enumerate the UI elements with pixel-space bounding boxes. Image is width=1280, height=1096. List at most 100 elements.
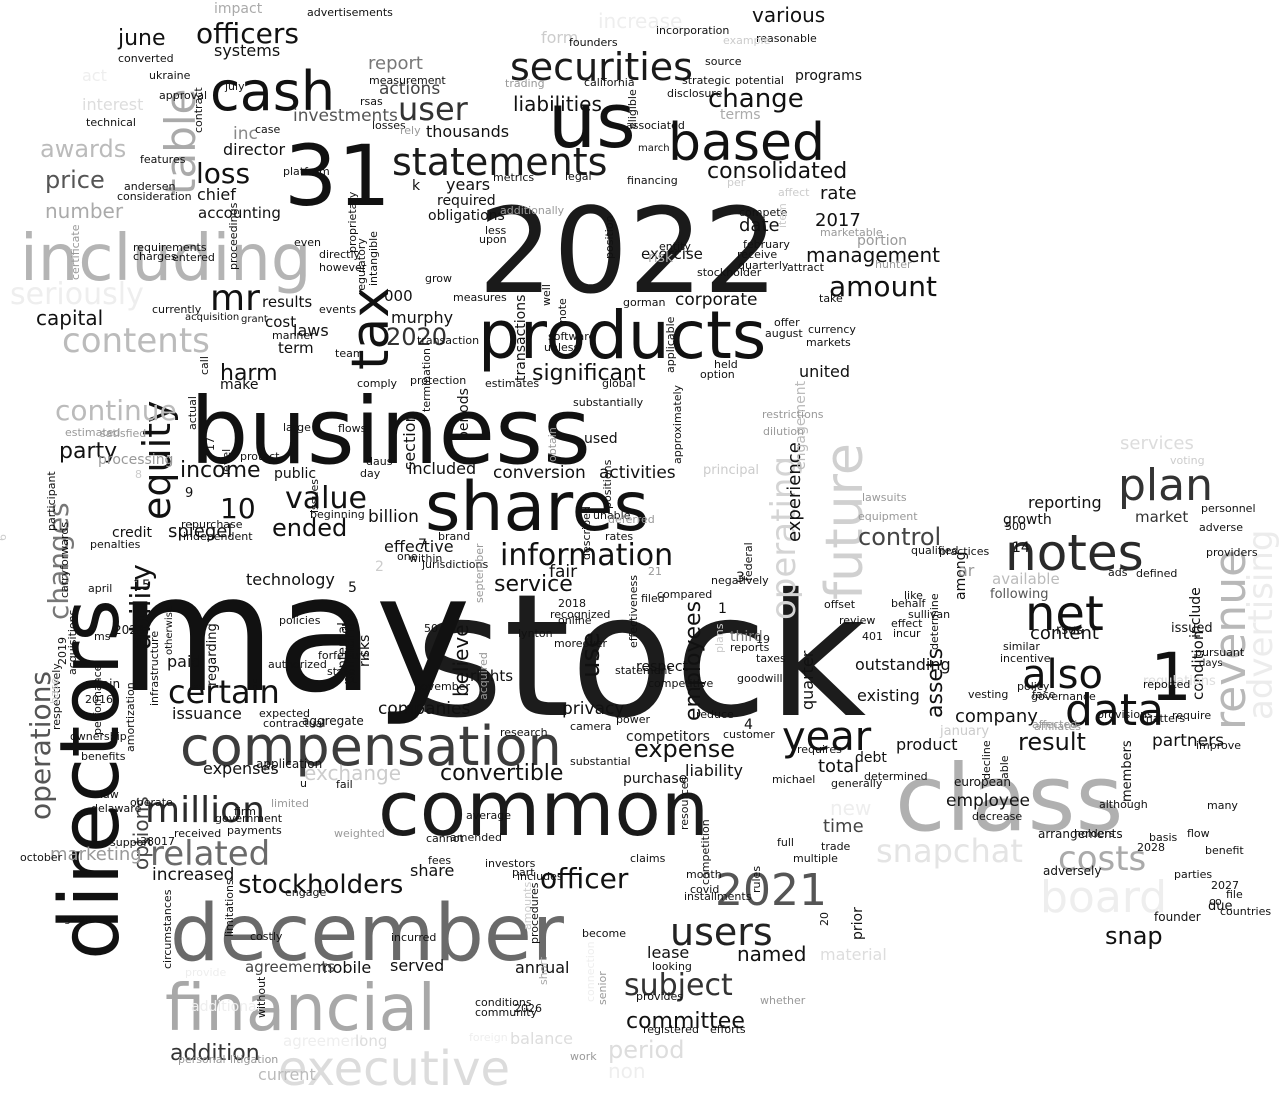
cloud-word: financing bbox=[627, 174, 678, 187]
cloud-word: application bbox=[256, 757, 322, 771]
cloud-word: advertisements bbox=[307, 6, 393, 19]
cloud-word: impact bbox=[214, 1, 263, 17]
cloud-word: regulations bbox=[1143, 674, 1216, 689]
cloud-word: officers bbox=[196, 17, 299, 50]
cloud-word: includes bbox=[517, 870, 563, 883]
cloud-word: registered bbox=[643, 1023, 699, 1036]
cloud-word: executive bbox=[278, 1041, 510, 1096]
cloud-word: charges bbox=[133, 250, 177, 263]
cloud-word: value bbox=[285, 481, 367, 516]
cloud-word: actions bbox=[379, 79, 440, 99]
cloud-word: continue bbox=[55, 394, 177, 427]
cloud-word: 2027 bbox=[1211, 879, 1239, 892]
cloud-word: procedures bbox=[528, 882, 541, 944]
cloud-word: acquisition bbox=[185, 312, 239, 323]
cloud-word: thousands bbox=[426, 122, 509, 141]
cloud-word: amended bbox=[450, 831, 502, 844]
cloud-word: significant bbox=[532, 361, 646, 386]
cloud-word: january bbox=[939, 724, 989, 739]
cloud-word: respectively bbox=[50, 663, 63, 730]
cloud-word: result bbox=[1018, 728, 1086, 756]
cloud-word: online bbox=[558, 614, 592, 627]
cloud-word: flow bbox=[1187, 827, 1210, 840]
cloud-word: dilution bbox=[763, 425, 804, 438]
cloud-word: day bbox=[360, 467, 381, 480]
cloud-word: statement bbox=[615, 664, 672, 677]
cloud-word: certain bbox=[168, 673, 280, 711]
cloud-word: gaap bbox=[64, 912, 91, 925]
cloud-word: metrics bbox=[493, 171, 534, 184]
cloud-word: senior bbox=[596, 971, 609, 1005]
cloud-word: even bbox=[294, 236, 321, 249]
cloud-word: costs bbox=[1058, 839, 1146, 879]
cloud-word: 9 bbox=[185, 486, 193, 501]
cloud-word: determine bbox=[928, 593, 941, 650]
cloud-word: losses bbox=[372, 119, 406, 132]
cloud-word: positions bbox=[601, 459, 614, 509]
cloud-word: less bbox=[485, 224, 507, 237]
cloud-word: available bbox=[992, 570, 1060, 588]
cloud-word: research bbox=[500, 726, 548, 739]
cloud-word: level bbox=[220, 449, 233, 475]
cloud-word: note bbox=[556, 298, 569, 323]
cloud-word: effective bbox=[384, 537, 454, 556]
cloud-word: purchase bbox=[623, 771, 687, 787]
cloud-word: assets bbox=[923, 648, 948, 718]
cloud-word: regarding bbox=[205, 623, 220, 686]
cloud-word: received bbox=[174, 827, 221, 840]
cloud-word: average bbox=[466, 809, 511, 822]
cloud-word: directly bbox=[319, 248, 361, 261]
cloud-word: california bbox=[584, 76, 635, 89]
cloud-word: decrease bbox=[972, 810, 1022, 823]
cloud-word: substantially bbox=[573, 396, 644, 409]
cloud-word: regulatory bbox=[355, 238, 368, 295]
cloud-word: change bbox=[708, 84, 804, 114]
cloud-word: operating bbox=[764, 456, 804, 620]
cloud-word: penalties bbox=[90, 538, 141, 551]
cloud-word: ukraine bbox=[149, 69, 191, 82]
cloud-word: adversely bbox=[1043, 864, 1101, 878]
cloud-word: believe bbox=[449, 624, 473, 697]
cloud-word: 4 bbox=[744, 717, 753, 733]
cloud-word: reporting bbox=[1028, 493, 1102, 512]
cloud-word: table bbox=[156, 89, 205, 195]
cloud-word: increase bbox=[598, 9, 682, 33]
cloud-word: united bbox=[799, 362, 850, 381]
cloud-word: principal bbox=[703, 463, 759, 478]
cloud-word: statements bbox=[392, 140, 607, 184]
cloud-word: trading bbox=[505, 77, 545, 90]
cloud-word: acquisitions bbox=[66, 609, 79, 675]
cloud-word: position bbox=[603, 215, 616, 259]
cloud-word: future bbox=[815, 443, 875, 600]
cloud-word: 38017 bbox=[140, 835, 175, 848]
cloud-word: securities bbox=[510, 45, 693, 89]
cloud-word: improve bbox=[1196, 739, 1241, 752]
cloud-word: performance bbox=[91, 664, 104, 735]
cloud-word: results bbox=[262, 293, 312, 311]
cloud-word: compared bbox=[657, 588, 712, 601]
cloud-word: company bbox=[955, 706, 1038, 727]
cloud-word: party bbox=[59, 439, 117, 464]
cloud-word: marketing bbox=[50, 844, 142, 865]
cloud-word: october bbox=[20, 851, 63, 864]
cloud-word: vesting bbox=[968, 688, 1008, 701]
cloud-word: equity bbox=[135, 400, 179, 520]
cloud-word: disclosure bbox=[667, 87, 723, 100]
cloud-word: third bbox=[730, 629, 763, 645]
cloud-word: founder bbox=[1154, 910, 1201, 924]
cloud-word: subject bbox=[624, 968, 733, 1003]
cloud-word: rights bbox=[470, 667, 513, 685]
cloud-word: generally bbox=[831, 777, 883, 790]
cloud-word: aggregate bbox=[302, 714, 364, 728]
cloud-word: costly bbox=[250, 930, 283, 943]
cloud-word: net bbox=[1025, 586, 1104, 642]
cloud-word: systems bbox=[214, 41, 280, 60]
cloud-word: effectiveness bbox=[627, 575, 640, 648]
cloud-word: options bbox=[129, 796, 153, 870]
cloud-word: may bbox=[118, 541, 471, 729]
cloud-word: similar bbox=[1003, 640, 1040, 653]
cloud-word: members bbox=[1120, 740, 1135, 802]
cloud-word: part bbox=[512, 866, 535, 879]
cloud-word: lawsuits bbox=[862, 491, 907, 504]
cloud-word: companies bbox=[378, 699, 470, 719]
